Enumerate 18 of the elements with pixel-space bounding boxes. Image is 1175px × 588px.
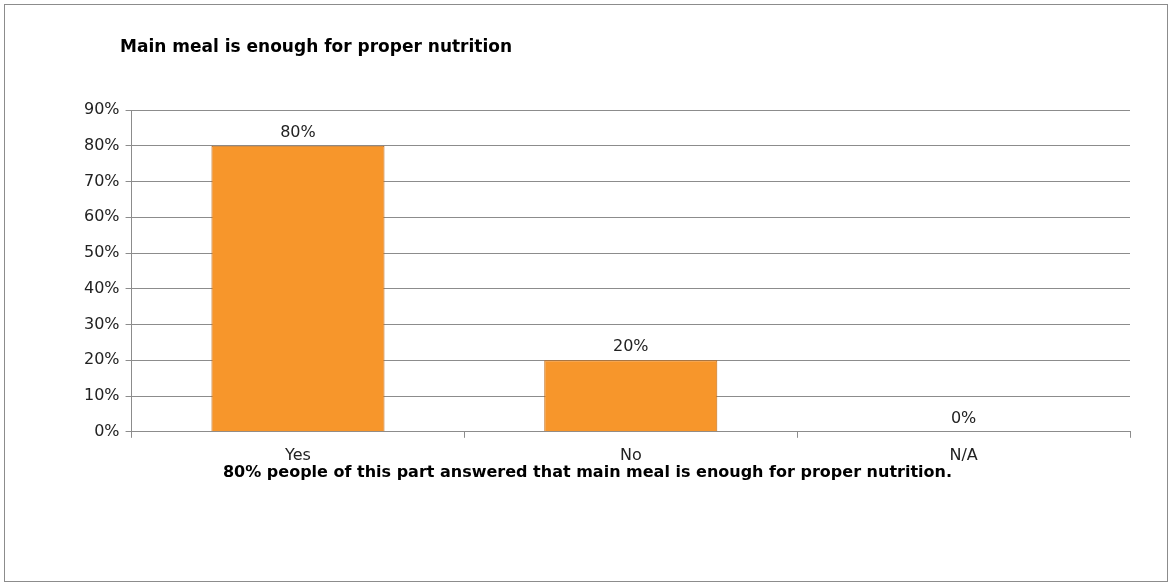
data-label: 0% [950, 407, 977, 427]
data-label: 80% [280, 121, 316, 141]
y-tick-label: 0% [94, 420, 120, 440]
y-tick-label: 40% [84, 277, 120, 297]
chart-title: Main meal is enough for proper nutrition [120, 36, 513, 56]
y-tick-label: 80% [84, 134, 120, 154]
y-tick-label: 10% [84, 385, 120, 405]
y-tick-label: 90% [84, 99, 120, 119]
data-label: 20% [613, 336, 649, 356]
y-tick-label: 30% [84, 313, 120, 333]
y-tick-label: 60% [84, 206, 120, 226]
x-tick-label: Yes [284, 444, 311, 464]
y-tick-label: 70% [84, 170, 120, 190]
text: 80% people of this part answered that main meal is enough for proper nutrition. [222, 462, 953, 481]
x-tick-label: No [619, 444, 642, 464]
y-tick-label: 50% [84, 242, 120, 262]
x-tick-label: N/A [949, 444, 978, 464]
y-tick-label: 20% [84, 349, 120, 369]
